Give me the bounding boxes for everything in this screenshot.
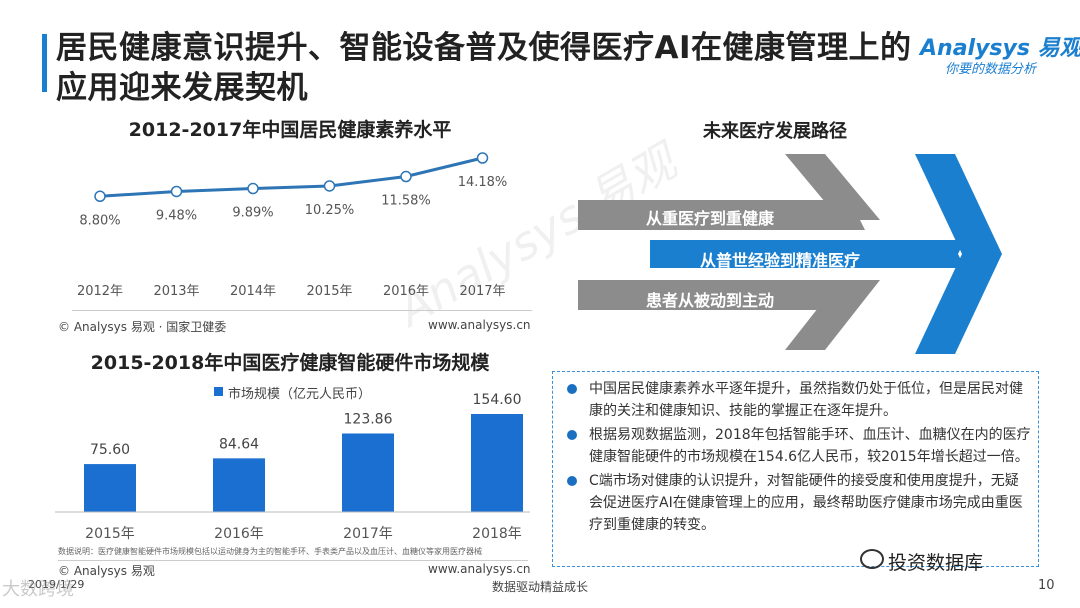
line-data-label: 8.80% [79,213,120,228]
line-x-tick: 2013年 [153,284,199,299]
bar-x-tick: 2018年 [472,526,522,542]
bullet-item: 根据易观数据监测，2018年包括智能手环、血压计、血糖仪在内的医疗健康智能硬件的… [563,424,1032,468]
legend-label: 市场规模（亿元人民币） [228,387,372,402]
line-data-label: 9.48% [156,208,197,223]
title-accent-bar [42,34,47,92]
arrow-chevron-upper [785,154,880,220]
line-data-label: 14.18% [458,175,508,190]
bullet-dot-icon [567,384,577,394]
path-step-1: 从重医疗到重健康 [645,209,774,228]
line-x-tick: 2012年 [77,284,123,299]
line-chart-source: © Analysys 易观 · 国家卫健委 [58,320,227,334]
line-point [323,180,336,192]
bar-chart: 75.60 2015年 84.64 2016年 123.86 2017年 154.60 201… [55,392,530,542]
bar [213,458,265,512]
line-x-tick: 2015年 [306,284,352,299]
line-data-label: 10.25% [305,203,355,218]
bar-chart-note: 数据说明：医疗健康智能硬件市场规模包括以运动健身为主的智能手环、手表类产品以及血… [58,547,482,556]
arrow-bar-bottom [578,280,865,310]
line-chart: 8.80% 2012年 9.48% 2013年 9.89% 2014年 10.25% 2015… [77,152,508,299]
line-data-label: 9.89% [232,206,273,221]
corner-watermark: 大数跨境 [2,579,74,600]
line-x-tick: 2017年 [459,284,505,299]
line-point [400,170,412,183]
bar-chart-divider [58,560,528,561]
line-point [94,190,106,203]
summary-box: 中国居民健康素养水平逐年提升，虽然指数仍处于低位，但是居民对健康的关注和健康知识… [552,371,1039,567]
line-chart-website: www.analysys.cn [428,318,531,332]
arrow-bar-middle [650,240,965,268]
bar-data-label: 75.60 [90,442,130,458]
page-number: 10 [1038,578,1055,593]
bar [84,464,136,512]
footer-slogan: 数据驱动精益成长 [491,580,588,594]
bar [342,433,394,512]
bar-x-tick: 2015年 [85,526,135,542]
line-x-tick: 2014年 [230,284,276,299]
analysys-logo: Analysys 易观 [920,36,1080,61]
bullet-item: 中国居民健康素养水平逐年提升，虽然指数仍处于低位，但是居民对健康的关注和健康知识… [563,378,1032,422]
path-title: 未来医疗发展路径 [703,121,847,142]
bullet-dot-icon [567,476,577,486]
path-arrows [578,154,1002,354]
arrow-bar-top [578,200,865,230]
logo-tagline: 你要的数据分析 [945,62,1037,77]
bar-data-label: 84.64 [219,436,259,452]
bar-x-tick: 2016年 [214,526,264,542]
bar-data-label: 123.86 [344,411,393,427]
line-point [476,152,489,164]
report-date: 2019/1/29 [28,578,85,591]
bar-x-tick: 2017年 [343,526,393,542]
bar-data-label: 154.60 [473,392,522,408]
bar [471,414,523,512]
bullet-item: C端市场对健康的认识提升，对智能硬件的接受度和使用度提升，无疑会促进医疗AI在健… [563,470,1032,536]
path-step-2: 从普世经验到精准医疗 [699,251,860,270]
arrow-head-blue [915,154,1002,354]
bullet-dot-icon [567,430,577,440]
line-x-tick: 2016年 [383,284,429,299]
line-chart-divider [72,310,532,311]
line-series [99,156,483,198]
bar-chart-title: 2015-2018年中国医疗健康智能硬件市场规模 [90,352,490,374]
line-data-label: 11.58% [381,194,431,209]
wechat-account: 投资数据库 [888,552,984,574]
path-step-3: 患者从被动到主动 [645,291,774,310]
bar-chart-website: www.analysys.cn [428,562,531,576]
legend-swatch [214,387,223,396]
line-point [170,185,183,198]
line-point [247,182,259,195]
bar-chart-source: © Analysys 易观 [58,564,155,578]
wechat-icon [860,549,884,569]
page-title: 居民健康意识提升、智能设备普及使得医疗AI在健康管理上的应用迎来发展契机 [56,30,912,106]
line-chart-title: 2012-2017年中国居民健康素养水平 [128,119,452,141]
